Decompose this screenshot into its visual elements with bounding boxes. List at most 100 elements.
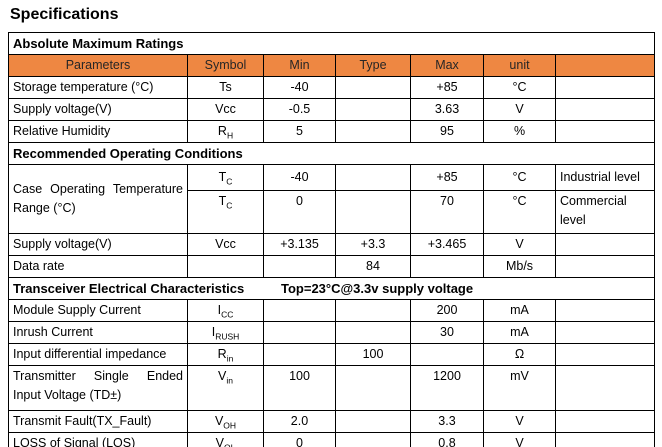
row-inrush-current: Inrush Current IRUSH 30 mA xyxy=(8,321,656,344)
column-header-type: Type xyxy=(335,54,411,77)
page-title: Specifications xyxy=(10,6,119,23)
param-cell: Input differential impedance xyxy=(8,343,188,366)
column-header-symbol: Symbol xyxy=(187,54,264,77)
row-transmit-fault: Transmit Fault(TX_Fault) VOH 2.0 3.3 V xyxy=(8,410,656,433)
symbol-cell: Vcc xyxy=(187,98,264,121)
note-cell xyxy=(554,233,656,256)
column-header-blank xyxy=(554,54,656,77)
unit-cell: °C xyxy=(483,190,556,234)
note-cell xyxy=(554,76,656,99)
max-cell: 200 xyxy=(410,299,484,322)
max-cell xyxy=(410,343,484,366)
column-header-unit: unit xyxy=(483,54,556,77)
type-cell xyxy=(335,120,411,143)
max-cell xyxy=(410,255,484,278)
note-cell: Industrial level xyxy=(554,164,656,191)
note-cell xyxy=(554,410,656,433)
max-cell: +85 xyxy=(410,164,484,191)
type-cell: 84 xyxy=(335,255,411,278)
type-cell xyxy=(335,164,411,191)
param-cell: Transmit Fault(TX_Fault) xyxy=(8,410,188,433)
row-data-rate: Data rate 84 Mb/s xyxy=(8,255,656,278)
min-cell xyxy=(263,343,336,366)
note-cell xyxy=(554,321,656,344)
note-cell xyxy=(554,255,656,278)
unit-cell: °C xyxy=(483,76,556,99)
row-input-differential-impedance: Input differential impedance Rin 100 Ω xyxy=(8,343,656,366)
param-cell: Module Supply Current xyxy=(8,299,188,322)
param-cell: Data rate xyxy=(8,255,188,278)
note-cell xyxy=(554,343,656,366)
column-header-min: Min xyxy=(263,54,336,77)
param-cell: Storage temperature (°C) xyxy=(8,76,188,99)
min-cell: 5 xyxy=(263,120,336,143)
param-cell: Supply voltage(V) xyxy=(8,98,188,121)
param-cell: Relative Humidity xyxy=(8,120,188,143)
unit-cell: mA xyxy=(483,299,556,322)
symbol-cell: ICC xyxy=(187,299,264,322)
unit-cell: mA xyxy=(483,321,556,344)
type-cell xyxy=(335,299,411,322)
symbol-cell: Ts xyxy=(187,76,264,99)
min-cell: -40 xyxy=(263,76,336,99)
note-cell xyxy=(554,432,656,447)
symbol-cell: VOL xyxy=(187,432,264,447)
unit-cell: V xyxy=(483,432,556,447)
section-header-recommended-operating-conditions: Recommended Operating Conditions xyxy=(7,142,656,165)
section-title-main: Transceiver Electrical Characteristics xyxy=(13,281,245,296)
row-relative-humidity: Relative Humidity RH 5 95 % xyxy=(8,120,656,143)
symbol-cell: TC xyxy=(187,164,264,191)
min-cell: -40 xyxy=(263,164,336,191)
note-cell xyxy=(554,365,656,411)
section-header-absolute-maximum-ratings: Absolute Maximum Ratings xyxy=(7,32,656,55)
note-cell xyxy=(554,98,656,121)
column-header-max: Max xyxy=(410,54,484,77)
symbol-cell xyxy=(187,255,264,278)
symbol-cell: Rin xyxy=(187,343,264,366)
max-cell: 3.3 xyxy=(410,410,484,433)
row-storage-temperature: Storage temperature (°C) Ts -40 +85 °C xyxy=(8,76,656,99)
param-cell: Transmitter Single Ended Input Voltage (… xyxy=(8,365,188,411)
row-transmitter-single-ended-input-voltage: Transmitter Single Ended Input Voltage (… xyxy=(8,365,656,411)
row-loss-of-signal: LOSS of Signal (LOS) VOL 0 0.8 V xyxy=(8,432,656,447)
min-cell: 100 xyxy=(263,365,336,411)
row-supply-voltage-rec: Supply voltage(V) Vcc +3.135 +3.3 +3.465… xyxy=(8,233,656,256)
unit-cell: % xyxy=(483,120,556,143)
type-cell: 100 xyxy=(335,343,411,366)
type-cell: +3.3 xyxy=(335,233,411,256)
max-cell: 0.8 xyxy=(410,432,484,447)
type-cell xyxy=(335,190,411,234)
section-header-transceiver-electrical-characteristics: Transceiver Electrical Characteristics T… xyxy=(7,277,656,300)
max-cell: +3.465 xyxy=(410,233,484,256)
row-case-temp-industrial: Case Operating Temperature Range (°C) TC… xyxy=(8,164,656,234)
note-cell xyxy=(554,120,656,143)
unit-cell: V xyxy=(483,233,556,256)
min-cell: -0.5 xyxy=(263,98,336,121)
max-cell: 70 xyxy=(410,190,484,234)
symbol-cell: Vin xyxy=(187,365,264,411)
symbol-cell: Vcc xyxy=(187,233,264,256)
max-cell: +85 xyxy=(410,76,484,99)
min-cell: +3.135 xyxy=(263,233,336,256)
symbol-cell: RH xyxy=(187,120,264,143)
note-cell: Commercial level xyxy=(554,190,656,234)
type-cell xyxy=(335,432,411,447)
param-cell: Case Operating Temperature Range (°C) xyxy=(8,164,188,234)
min-cell xyxy=(263,299,336,322)
param-cell: LOSS of Signal (LOS) xyxy=(8,432,188,447)
min-cell xyxy=(263,321,336,344)
max-cell: 30 xyxy=(410,321,484,344)
symbol-cell: IRUSH xyxy=(187,321,264,344)
type-cell xyxy=(335,321,411,344)
unit-cell: mV xyxy=(483,365,556,411)
unit-cell: °C xyxy=(483,164,556,191)
max-cell: 1200 xyxy=(410,365,484,411)
unit-cell: Ω xyxy=(483,343,556,366)
section-title: Recommended Operating Conditions xyxy=(7,142,656,165)
param-cell: Supply voltage(V) xyxy=(8,233,188,256)
row-module-supply-current: Module Supply Current ICC 200 mA xyxy=(8,299,656,322)
row-supply-voltage-abs: Supply voltage(V) Vcc -0.5 3.63 V xyxy=(8,98,656,121)
max-cell: 95 xyxy=(410,120,484,143)
unit-cell: Mb/s xyxy=(483,255,556,278)
